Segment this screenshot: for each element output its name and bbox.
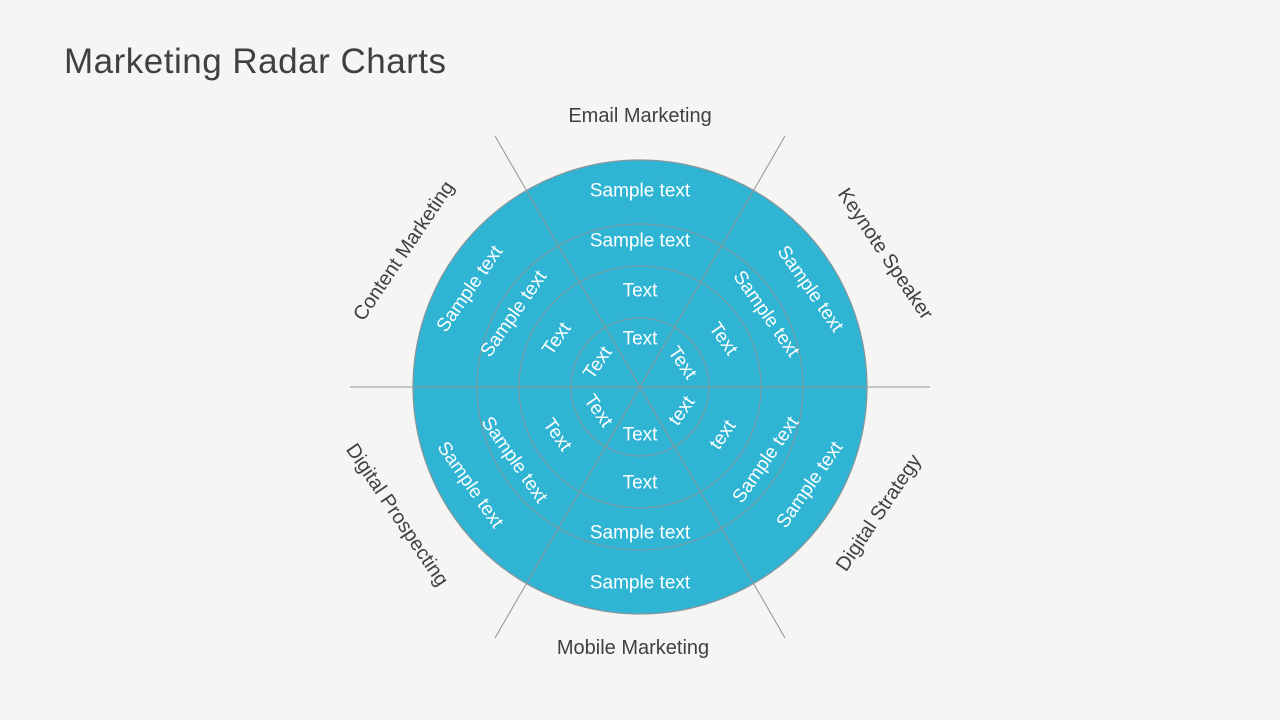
radar-cell-top-ring4: Sample text <box>590 181 691 202</box>
radar-cell-top-ring2: Text <box>623 281 659 302</box>
radar-cell-top-ring1: Text <box>623 329 659 350</box>
sector-label-email-marketing: Email Marketing <box>568 105 711 127</box>
sector-label-mobile-marketing: Mobile Marketing <box>557 637 709 659</box>
radar-cell-top-ring3: Sample text <box>590 231 691 252</box>
radar-cell-bottom-ring2: Text <box>623 473 659 494</box>
radar-cell-bottom-ring1: Text <box>623 425 659 446</box>
slide-title: Marketing Radar Charts <box>64 42 447 81</box>
radar-cell-bottom-ring4: Sample text <box>590 573 691 594</box>
radar-cell-bottom-ring3: Sample text <box>590 523 691 544</box>
radar-axis-120deg <box>494 135 786 639</box>
